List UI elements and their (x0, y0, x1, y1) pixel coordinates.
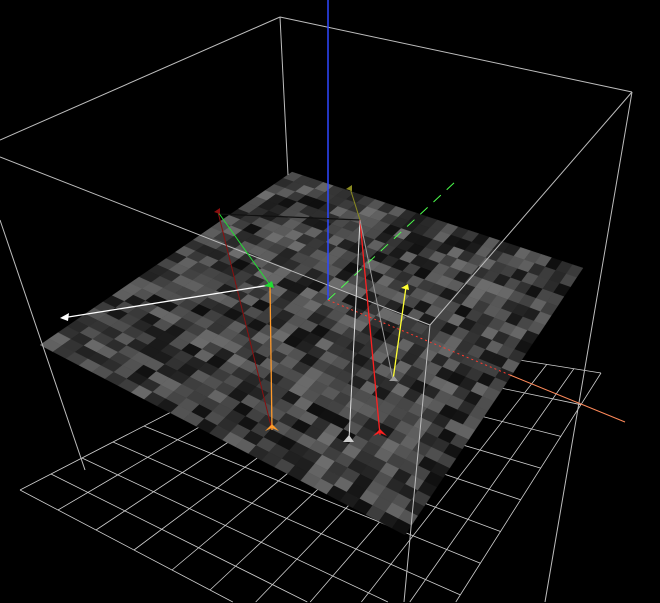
y-axis (327, 181, 456, 301)
floor-grid-line (143, 425, 481, 564)
olive-pin-line (349, 187, 361, 221)
white-vertical-line (348, 219, 361, 441)
floor-grid-line (50, 473, 308, 603)
floor-grid-line (455, 372, 602, 603)
red-arrow-icon[interactable] (373, 429, 387, 436)
floor-grid-line (409, 368, 575, 603)
heightmap-cell (391, 518, 412, 536)
green-pin-line (217, 211, 271, 286)
dark-red-arrow-icon[interactable] (214, 208, 220, 214)
gray-pin-line (359, 219, 394, 381)
orange-arrow-icon[interactable] (265, 424, 279, 431)
green-arrow-icon[interactable] (264, 281, 274, 288)
white-pin-line (61, 284, 271, 319)
box-edge (0, 219, 86, 471)
marker-lines (60, 185, 409, 442)
white-arrow-icon[interactable] (60, 313, 69, 321)
box-edge (0, 156, 431, 326)
link-line (217, 213, 361, 221)
x-axis-end (509, 374, 626, 423)
heightmap-plane (39, 171, 584, 536)
box-edge (279, 16, 633, 93)
yellow-arrow-icon[interactable] (401, 284, 409, 290)
floor-grid-line (81, 457, 389, 603)
box-edge (279, 16, 289, 176)
box-edge (403, 324, 431, 603)
white-bottom-arrow-icon[interactable] (343, 435, 354, 442)
dark-red-pin-line (217, 211, 273, 431)
floor-grid-line (112, 441, 461, 596)
yellow-pin-line (392, 286, 407, 381)
floor-grid-line (361, 364, 548, 603)
floor-grid-line (19, 489, 233, 603)
orange-pin-line (269, 284, 273, 431)
box-edge (429, 91, 633, 326)
bounding-box-wireframe (0, 16, 633, 603)
axes (327, 0, 626, 423)
box-edge (0, 16, 281, 141)
gray-arrow-icon[interactable] (389, 376, 398, 381)
box-edge (544, 91, 633, 603)
olive-arrow-icon[interactable] (346, 185, 352, 191)
red-pin-line (359, 219, 381, 436)
